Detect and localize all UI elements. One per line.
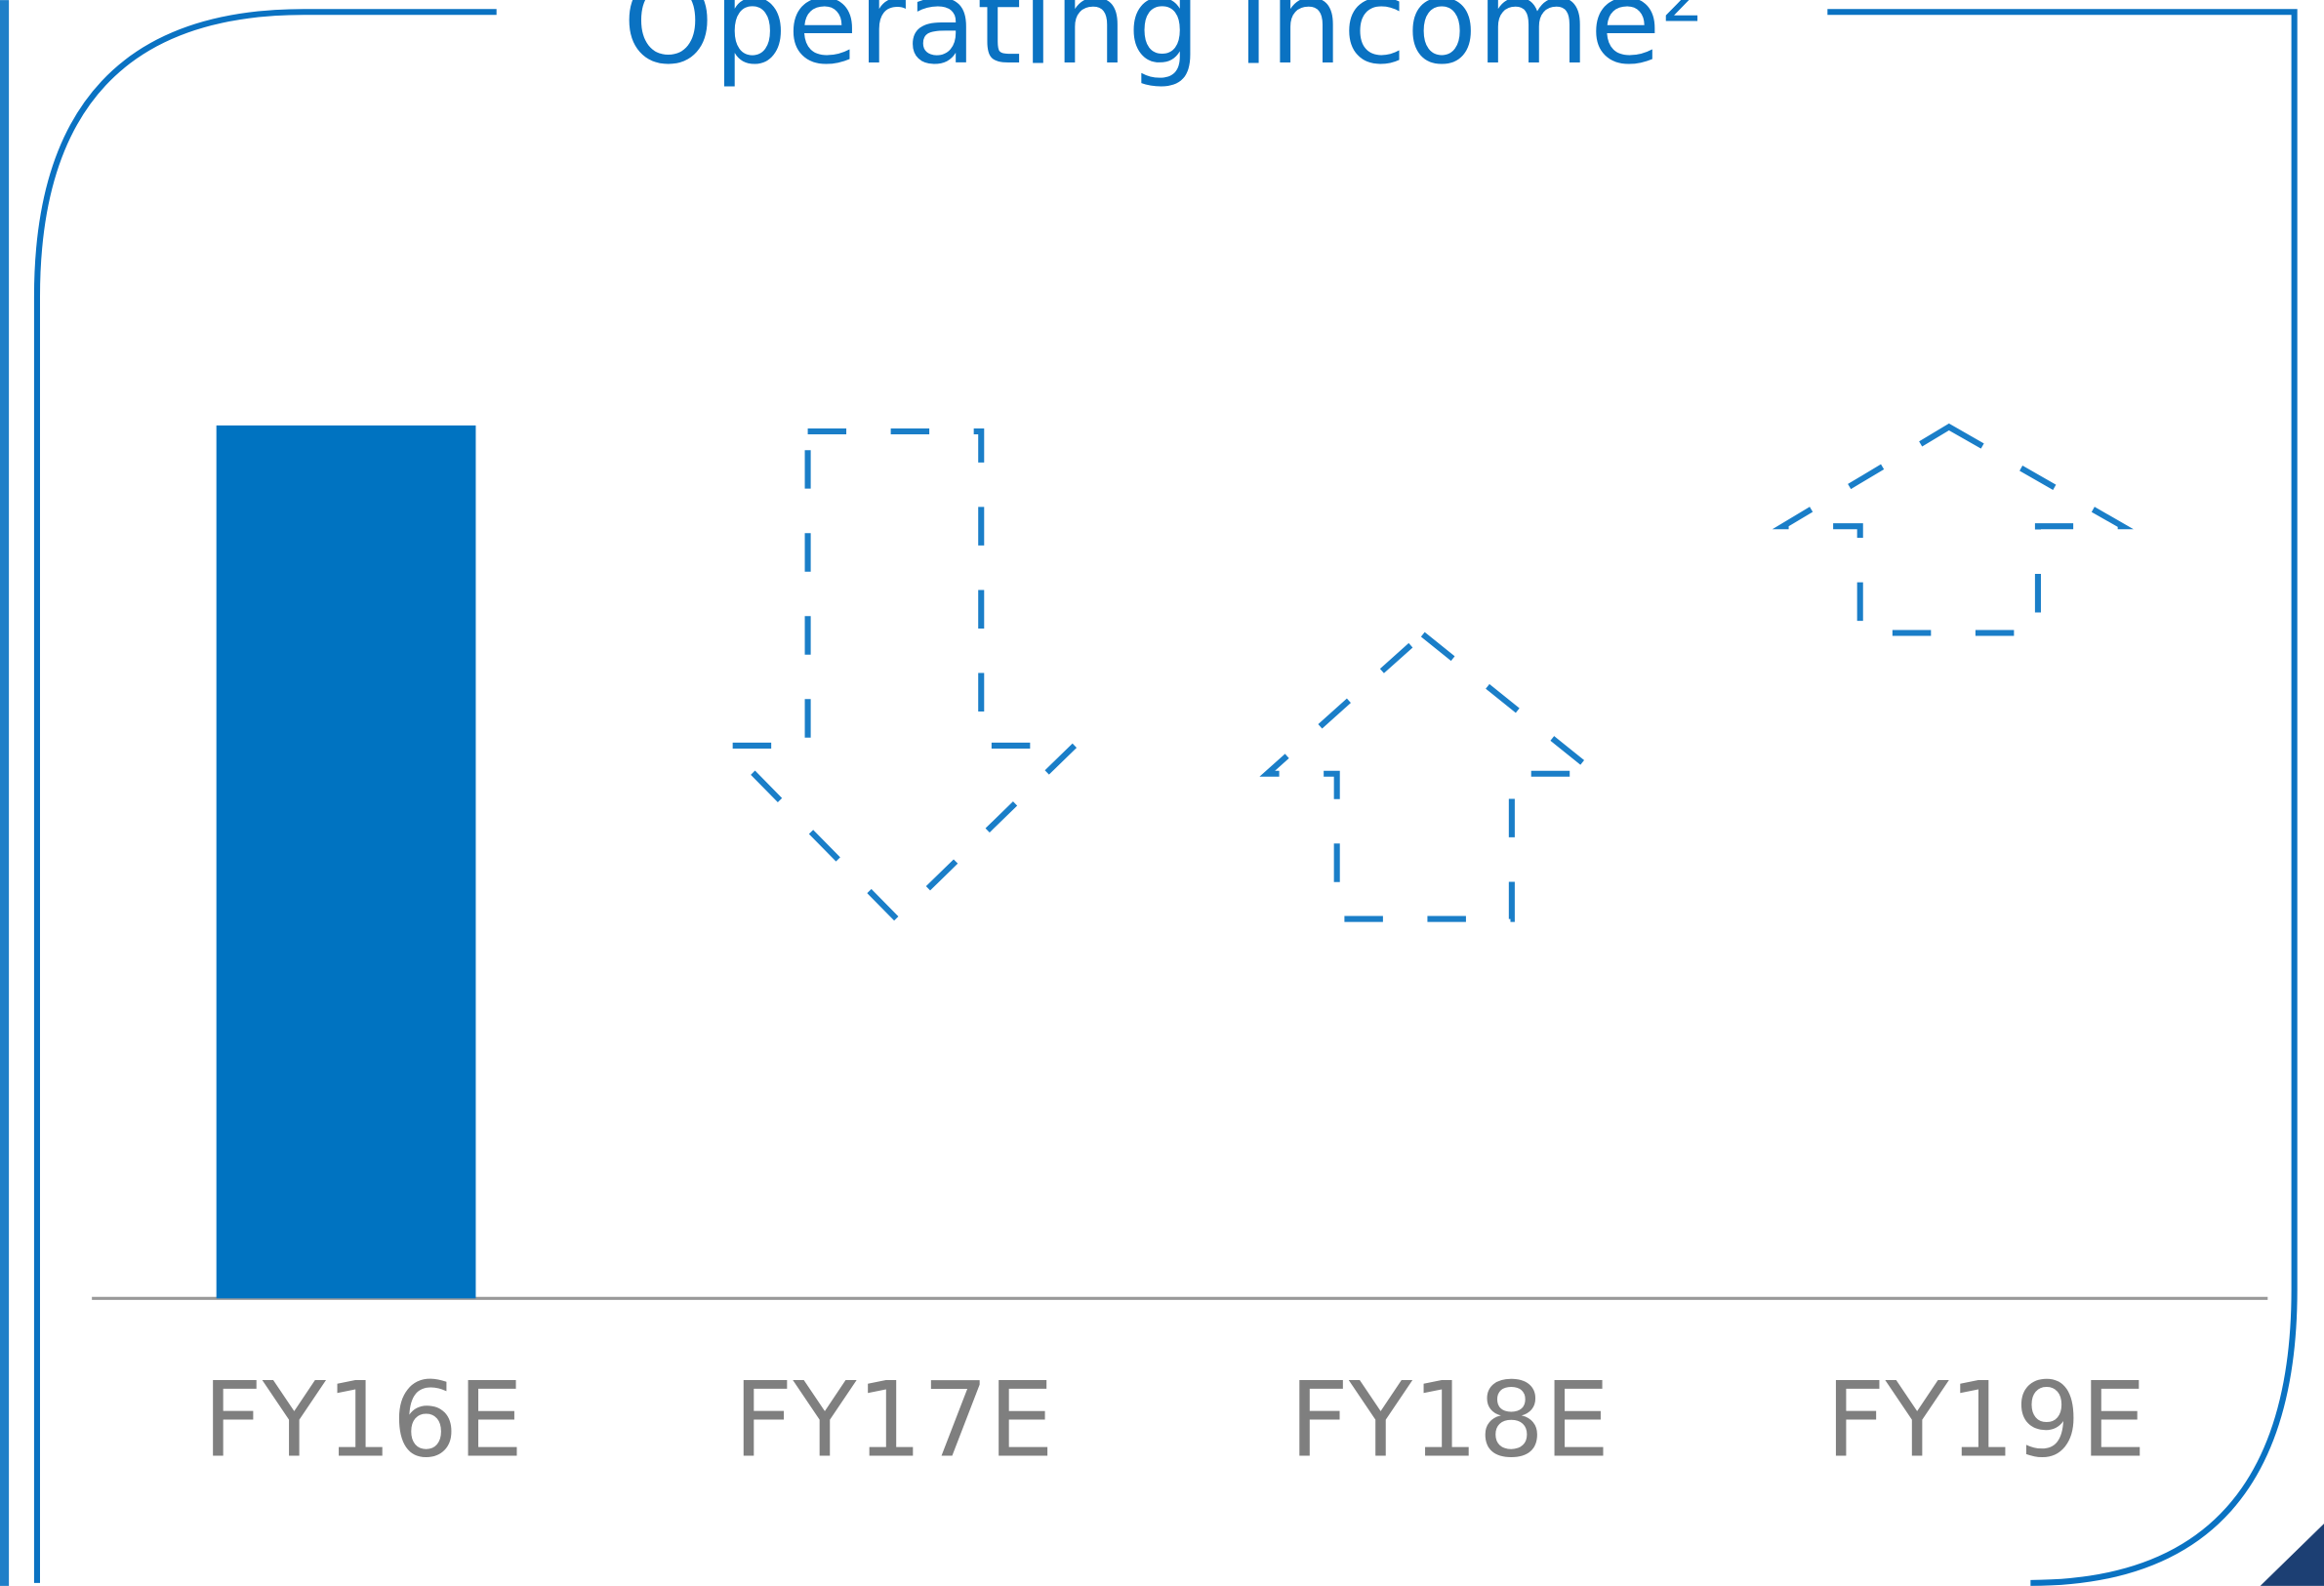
x-tick-label: FY16E xyxy=(203,1360,523,1481)
frame-left xyxy=(33,9,497,1583)
title-text: Operating income xyxy=(623,0,1661,90)
x-tick-label: FY19E xyxy=(1826,1360,2146,1481)
x-tick-label: FY17E xyxy=(733,1360,1053,1481)
frame-right xyxy=(1827,9,2298,1586)
title-note: 2 xyxy=(1661,0,1704,37)
edge-strip xyxy=(0,0,10,1586)
up-arrow xyxy=(1259,630,1606,922)
corner xyxy=(2260,1524,2324,1586)
chart-title: Operating income2 xyxy=(623,0,1704,90)
down-arrow xyxy=(718,427,1082,923)
bar xyxy=(216,425,476,1299)
x-tick-label: FY18E xyxy=(1289,1360,1610,1481)
up-arrow xyxy=(1772,423,2134,636)
